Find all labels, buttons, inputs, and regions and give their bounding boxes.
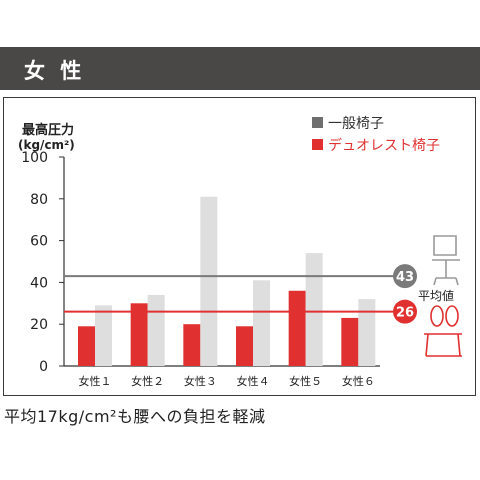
duorest-chair-icon	[424, 305, 462, 357]
section-title: 女 性	[24, 59, 86, 83]
duorest-bar	[183, 324, 201, 366]
section-header: 女 性	[0, 47, 480, 90]
general-bar	[305, 253, 323, 366]
average-value-label: 26	[396, 306, 414, 321]
duorest-bar	[78, 326, 95, 366]
y-tick-label: 40	[30, 275, 48, 291]
x-tick-label: 女性４	[237, 374, 270, 388]
y-tick-label: 20	[30, 317, 48, 333]
general-chair-icon	[432, 235, 460, 286]
x-tick-label: 女性６	[342, 374, 375, 388]
y-tick-label: 80	[30, 192, 48, 208]
duorest-bar	[341, 317, 359, 366]
duorest-bar	[236, 326, 253, 366]
y-tick-label: 60	[30, 234, 48, 250]
y-axis-label: 最高圧力	[22, 122, 74, 138]
y-axis-unit: (kg/cm²)	[18, 138, 75, 152]
legend-label: デュオレスト椅子	[328, 137, 440, 154]
legend-swatch	[312, 117, 323, 128]
duorest-bar	[288, 290, 306, 366]
general-bar	[147, 294, 165, 366]
y-tick-label: 100	[21, 150, 48, 166]
general-bar	[253, 280, 270, 366]
average-value-label: 43	[396, 270, 414, 285]
average-label: 平均値	[418, 288, 454, 303]
general-bar	[95, 305, 112, 366]
general-bar	[358, 299, 376, 366]
duorest-bar	[130, 303, 148, 366]
duorest-average-badge	[393, 299, 417, 324]
x-tick-label: 女性５	[289, 374, 322, 388]
legend-swatch	[312, 139, 323, 150]
general-bar	[200, 196, 218, 366]
x-tick-label: 女性３	[184, 374, 217, 388]
x-tick-label: 女性２	[131, 374, 164, 388]
general-average-badge	[393, 264, 417, 289]
x-tick-label: 女性１	[79, 374, 112, 388]
chart-frame	[3, 97, 476, 396]
y-tick-label: 0	[39, 359, 48, 375]
legend-label: 一般椅子	[328, 116, 384, 132]
caption: 平均17kg/cm²も腰への負担を軽減	[4, 407, 266, 426]
